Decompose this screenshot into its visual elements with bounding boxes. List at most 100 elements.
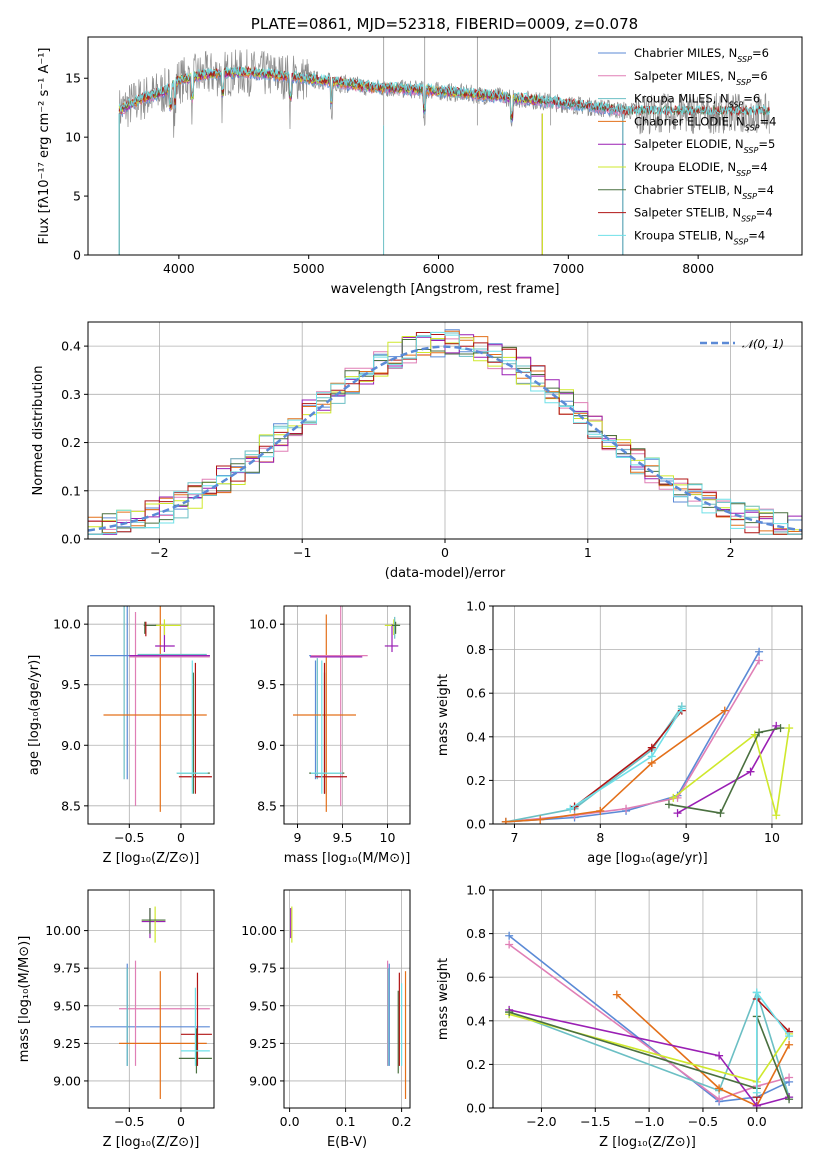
legend-label: Chabrier ELODIE, NSSP=4: [634, 114, 776, 131]
x-tick-label: 0.0: [747, 1114, 767, 1129]
y-axis-label: Flux [fλ10⁻¹⁷ erg cm⁻² s⁻¹ A⁻¹]: [37, 48, 52, 245]
x-tick-label: −1.0: [634, 1114, 664, 1129]
series-line: [668, 727, 781, 814]
data-marker: [755, 656, 764, 665]
x-tick-label: 0: [177, 830, 185, 845]
y-tick-label: 15: [65, 71, 81, 86]
data-marker: [785, 1040, 794, 1049]
x-tick-label: 7: [510, 830, 518, 845]
axes-frame: 0.0 0.1 0.2 9.00 9.25 9.50 9.75 10.00 E(B-V): [241, 889, 412, 1150]
data-marker: [752, 988, 761, 997]
y-tick-label: 9.75: [249, 961, 277, 976]
y-tick-label: 9.25: [249, 1036, 277, 1051]
errorbar-point: [176, 660, 208, 794]
x-tick-label: 0.2: [392, 1114, 412, 1129]
data-marker: [755, 647, 764, 656]
legend-label: Chabrier STELIB, NSSP=4: [634, 183, 774, 201]
legend-label: Salpeter ELODIE, NSSP=5: [634, 137, 775, 155]
x-tick-label: 8: [596, 830, 604, 845]
y-tick-label: 10.00: [241, 923, 277, 938]
data-marker: [536, 815, 545, 824]
axes-frame: −2 −1 0 1 2 0.0 0.1 0.2 0.3 0.4 (data-model)/error…: [31, 321, 803, 581]
errorbar-point: [176, 672, 210, 794]
errorbar-point: [155, 619, 181, 636]
x-tick-label: 8000: [682, 261, 714, 276]
errorbar-point: [384, 624, 399, 653]
y-tick-label: 9.25: [53, 1036, 81, 1051]
errorbar-point: [141, 908, 166, 934]
y-axis-label: mass weight: [436, 674, 451, 756]
series-line: [508, 935, 790, 1103]
axes-box: [492, 605, 803, 825]
normal-legend-label: 𝒩(0, 1): [742, 337, 784, 351]
x-tick-label: −0.5: [114, 830, 144, 845]
x-tick-label: −1: [293, 545, 311, 560]
plot-area: [90, 906, 212, 1099]
panel-age-vs-Z: −0.5 0 8.5 9.0 9.5 10.0 Z [log₁₀(Z/Z⊙)] age [lo…: [27, 605, 215, 866]
legend-label: Kroupa MILES, NSSP=6: [634, 92, 760, 110]
x-tick-label: 9.5: [333, 830, 353, 845]
x-axis-label: wavelength [Angstrom, rest frame]: [331, 282, 560, 297]
plot-area: [501, 647, 794, 824]
errorbar-point: [315, 662, 347, 794]
spectrum-legend: Chabrier MILES, NSSP=6 Salpeter MILES, NS…: [598, 46, 776, 246]
data-marker: [746, 767, 755, 776]
x-axis-label: E(B-V): [327, 1135, 367, 1150]
data-marker: [566, 804, 575, 813]
data-marker: [647, 743, 656, 752]
y-tick-label: 0: [73, 248, 81, 263]
data-marker: [596, 806, 605, 815]
legend-label: Salpeter MILES, NSSP=6: [634, 69, 768, 87]
data-marker: [505, 1008, 514, 1017]
y-tick-label: 10.0: [249, 617, 277, 632]
x-tick-label: −0.5: [114, 1114, 144, 1129]
y-tick-label: 9.50: [249, 998, 277, 1013]
errorbar-point: [180, 987, 210, 1066]
y-axis-label: mass weight: [436, 958, 451, 1040]
errorbar-point: [178, 662, 212, 794]
data-marker: [785, 1073, 794, 1082]
series-line: [508, 990, 790, 1098]
legend-label: Chabrier MILES, NSSP=6: [634, 46, 769, 64]
series-line: [574, 710, 683, 808]
y-tick-label: 9.75: [53, 961, 81, 976]
x-axis-label: mass [log₁₀(M/M⊙)]: [284, 851, 411, 866]
y-tick-label: 1.0: [466, 883, 486, 898]
data-marker: [612, 990, 621, 999]
data-marker: [501, 817, 510, 824]
histogram-chabrier-elodie: [88, 330, 802, 533]
y-tick-label: 0.2: [61, 435, 81, 450]
data-marker: [505, 931, 514, 940]
axes-frame: −0.5 0 9.00 9.25 9.50 9.75 10.00 Z [log₁₀(Z/Z⊙)…: [17, 889, 215, 1150]
x-tick-label: 9: [294, 830, 302, 845]
axes-box: [87, 321, 803, 540]
errorbar-point: [141, 908, 166, 939]
y-tick-label: 9.0: [61, 738, 81, 753]
y-tick-label: 9.00: [53, 1073, 81, 1088]
y-tick-label: 0.4: [466, 729, 486, 744]
axes-box: [87, 605, 215, 825]
y-tick-label: 8.5: [61, 798, 81, 813]
series-line: [672, 727, 790, 816]
series-line: [508, 943, 790, 1101]
x-tick-label: −2: [150, 545, 168, 560]
x-tick-label: 9: [682, 830, 690, 845]
x-tick-label: 2: [727, 545, 735, 560]
x-tick-label: −2.0: [526, 1114, 556, 1129]
panel-weight-vs-Z: −2.0 −1.5 −1.0 −0.5 0.0 0.0 0.2 0.4 0.6 0.8 1.0 Z […: [436, 883, 803, 1150]
y-tick-label: 0.1: [61, 483, 81, 498]
errorbar-point: [141, 906, 166, 943]
normal-pdf-curve: [88, 345, 802, 532]
panel-mass-vs-EBV: 0.0 0.1 0.2 9.00 9.25 9.50 9.75 10.00 E(B-V): [241, 889, 412, 1150]
plot-area: [505, 931, 794, 1108]
series-line: [569, 708, 683, 810]
y-tick-label: 0.2: [466, 1057, 486, 1072]
axes-box: [283, 889, 411, 1109]
errorbar-point: [311, 660, 343, 794]
y-tick-label: 0.0: [61, 532, 81, 547]
data-marker: [716, 809, 725, 818]
errorbar-point: [103, 606, 207, 812]
model-spectrum-kroupa-stelib: [118, 66, 770, 116]
data-marker: [755, 728, 764, 737]
x-tick-label: 7000: [552, 261, 584, 276]
